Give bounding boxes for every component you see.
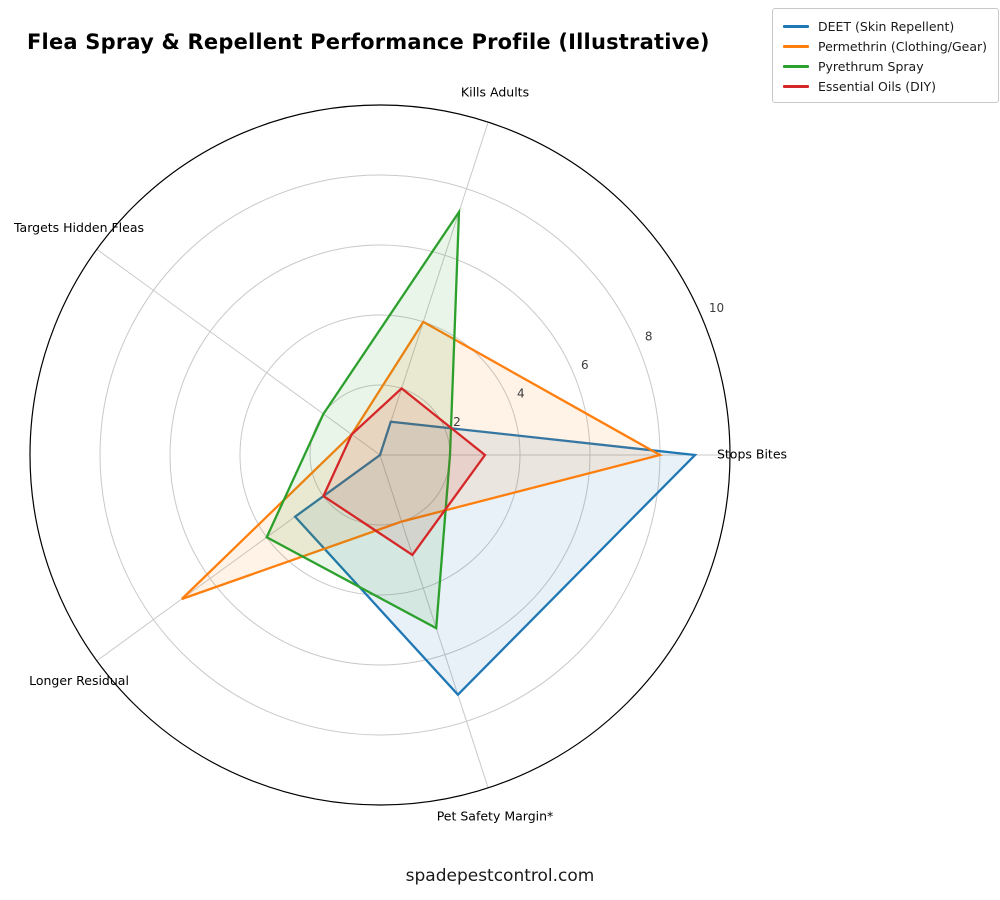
radar-tick-label: 10: [709, 301, 724, 315]
category-label-stops-bites: Stops Bites: [717, 447, 787, 462]
category-label-pet-safety-margin: Pet Safety Margin*: [437, 808, 554, 823]
legend-swatch: [783, 24, 809, 28]
series-polygon-essential-oils-diy: [321, 386, 487, 557]
series-polygon-deet-skin-repellent: [293, 420, 698, 697]
radar-tick-label: 4: [517, 387, 525, 401]
page-title: Flea Spray & Repellent Performance Profi…: [27, 30, 710, 54]
series-fill-permethrin-clothing-gear: [181, 321, 661, 599]
legend-label: Pyrethrum Spray: [818, 58, 924, 74]
category-label-targets-hidden-fleas: Targets Hidden Fleas: [13, 220, 144, 235]
category-label-longer-residual: Longer Residual: [29, 673, 129, 688]
legend-item-essential-oils-diy: Essential Oils (DIY): [783, 76, 987, 96]
radar-tick-label: 8: [645, 330, 653, 344]
legend-swatch: [783, 64, 809, 68]
legend-swatch: [783, 44, 809, 48]
series-fill-deet-skin-repellent: [295, 421, 695, 695]
radar-spoke: [96, 248, 381, 456]
series-fill-essential-oils-diy: [323, 388, 485, 555]
footer-text: spadepestcontrol.com: [405, 866, 595, 886]
legend-label: Permethrin (Clothing/Gear): [818, 38, 988, 54]
legend-label: DEET (Skin Repellent): [818, 18, 955, 34]
legend-swatch: [783, 84, 809, 88]
legend-item-permethrin-clothing-gear: Permethrin (Clothing/Gear): [783, 36, 987, 56]
series-fill-pyrethrum-spray: [266, 212, 459, 629]
category-label-kills-adults: Kills Adults: [461, 85, 529, 100]
radar-spoke: [379, 454, 489, 789]
legend-item-pyrethrum-spray: Pyrethrum Spray: [783, 56, 987, 76]
legend-label: Essential Oils (DIY): [818, 78, 936, 94]
radar-tick-label: 2: [453, 415, 461, 429]
series-polygon-pyrethrum-spray: [265, 208, 461, 630]
radar-spoke: [379, 121, 489, 456]
radar-outer-circle: [29, 104, 731, 806]
legend-item-deet-skin-repellent: DEET (Skin Repellent): [783, 16, 987, 36]
radar-tick-label: 6: [581, 358, 589, 372]
legend: DEET (Skin Repellent) Permethrin (Clothin…: [772, 8, 1000, 103]
